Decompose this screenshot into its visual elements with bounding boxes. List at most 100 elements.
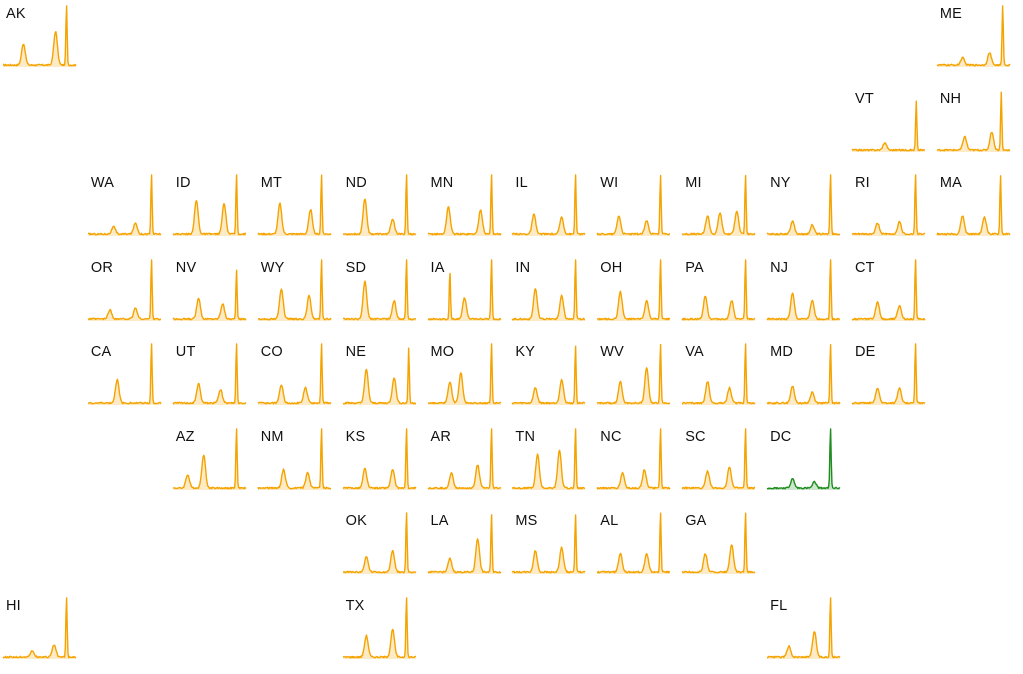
state-label: SD <box>345 259 367 276</box>
sparkline <box>427 174 502 236</box>
state-tile-nh: NH <box>936 85 1011 157</box>
state-label: KY <box>515 344 536 360</box>
sparkline-line <box>427 427 501 489</box>
state-label: AK <box>6 6 26 22</box>
sparkline <box>936 5 1011 67</box>
state-label: ND <box>345 175 367 191</box>
state-label: WA <box>90 175 115 191</box>
sparkline <box>766 174 841 236</box>
state-tile-ma: MA <box>936 169 1011 241</box>
sparkline-line <box>87 258 161 320</box>
state-label: ID <box>175 175 191 191</box>
sparkline-line <box>2 596 77 658</box>
state-label: OK <box>345 513 367 529</box>
sparkline-line <box>342 347 416 405</box>
sparkline <box>87 343 162 405</box>
state-tile-nv: NV <box>172 254 247 326</box>
sparkline-line <box>511 345 586 405</box>
sparkline-line <box>681 512 756 574</box>
state-tile-de: DE <box>851 338 926 410</box>
sparkline-area <box>936 6 1010 67</box>
sparkline <box>766 258 841 321</box>
sparkline-line <box>342 512 416 574</box>
sparkline-line <box>342 174 416 236</box>
sparkline-area <box>936 91 1010 152</box>
state-label: FL <box>770 597 788 614</box>
sparkline-line <box>766 258 841 320</box>
sparkline <box>681 258 756 321</box>
sparkline <box>851 100 926 152</box>
sparkline <box>342 347 416 405</box>
state-label: NH <box>939 90 962 107</box>
sparkline <box>681 174 756 236</box>
sparkline-line <box>681 427 756 489</box>
state-tile-nc: NC <box>596 423 671 495</box>
sparkline-line <box>682 343 756 405</box>
state-label: NY <box>770 175 791 191</box>
state-label: CO <box>260 344 283 360</box>
sparkline-line <box>936 175 1011 236</box>
sparkline <box>766 344 841 405</box>
sparkline-line <box>597 512 671 574</box>
state-label: MD <box>770 344 794 360</box>
sparkline <box>2 596 77 659</box>
state-label: UT <box>175 344 196 360</box>
state-tile-ar: AR <box>427 423 501 495</box>
sparkline <box>682 343 756 405</box>
state-tile-mt: MT <box>257 169 332 241</box>
sparkline <box>342 596 416 659</box>
state-tile-fl: FL <box>766 592 841 664</box>
state-tile-ky: KY <box>511 338 586 410</box>
state-tile-mo: MO <box>427 338 501 410</box>
state-label: AL <box>600 513 619 529</box>
state-tile-mi: MI <box>681 169 756 241</box>
state-tile-ga: GA <box>681 507 756 579</box>
state-tile-ny: NY <box>766 169 841 241</box>
state-label: OH <box>600 259 623 276</box>
sparkline <box>511 345 586 405</box>
sparkline-line <box>936 5 1011 67</box>
state-tile-id: ID <box>172 169 246 241</box>
sparkline-line <box>257 174 332 236</box>
sparkline <box>172 427 247 490</box>
state-tile-sc: SC <box>681 423 756 495</box>
state-label: MN <box>430 175 454 191</box>
sparkline-line <box>427 343 501 405</box>
state-tile-il: IL <box>511 169 586 241</box>
state-tile-tn: TN <box>512 423 586 495</box>
sparkline-line <box>851 100 926 151</box>
state-tile-wy: WY <box>257 254 332 326</box>
state-label: RI <box>855 175 870 191</box>
sparkline-line <box>2 5 77 67</box>
sparkline-line <box>596 343 671 405</box>
state-label: CT <box>855 259 875 276</box>
sparkline-line <box>342 258 416 320</box>
sparkline <box>681 512 756 574</box>
sparkline <box>511 514 586 574</box>
state-label: VT <box>855 90 874 107</box>
state-tile-al: AL <box>597 507 671 579</box>
sparkline <box>427 343 501 405</box>
sparkline <box>596 343 671 405</box>
state-label: WI <box>600 175 619 191</box>
state-tile-tx: TX <box>342 592 416 664</box>
sparkline-line <box>427 258 502 320</box>
sparkline-line <box>681 258 756 320</box>
state-tile-mn: MN <box>427 169 502 241</box>
state-tile-nj: NJ <box>766 254 841 326</box>
state-label: NC <box>600 428 622 445</box>
state-label: KS <box>345 428 366 445</box>
state-label: NJ <box>770 259 789 276</box>
sparkline-line <box>172 269 247 320</box>
state-label: MT <box>260 175 283 191</box>
sparkline-line <box>851 343 926 405</box>
state-label: IA <box>430 259 445 276</box>
sparkline-line <box>596 427 671 489</box>
state-label: AZ <box>175 428 195 445</box>
state-tile-nd: ND <box>342 169 416 241</box>
sparkline <box>597 512 671 574</box>
sparkline <box>427 258 502 321</box>
state-label: OR <box>90 259 114 276</box>
state-label: IL <box>515 175 528 191</box>
sparkline-line <box>851 258 926 320</box>
